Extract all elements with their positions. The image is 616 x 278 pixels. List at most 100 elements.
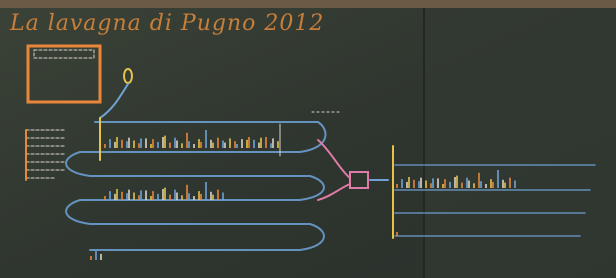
chalk-bar bbox=[492, 182, 494, 188]
chalk-bar bbox=[162, 137, 164, 148]
chalk-bar bbox=[109, 139, 111, 148]
chalk-bar bbox=[150, 144, 152, 148]
chalk-bar bbox=[186, 133, 188, 148]
chalk-bar bbox=[437, 178, 439, 188]
chalk-bar bbox=[509, 178, 511, 188]
chalk-bar bbox=[408, 177, 410, 188]
chalk-bar bbox=[193, 144, 195, 148]
chalk-bar bbox=[198, 139, 200, 148]
chalk-bar bbox=[210, 140, 212, 148]
chalk-bar bbox=[145, 190, 147, 200]
chalk-bar bbox=[205, 182, 207, 200]
chalk-bar bbox=[188, 193, 190, 200]
chalk-bar bbox=[497, 170, 499, 188]
chalk-bar bbox=[212, 195, 214, 200]
chalk-bar bbox=[121, 192, 123, 200]
chalk-bar bbox=[222, 141, 224, 149]
chalk-bar bbox=[128, 190, 130, 200]
chalk-bar bbox=[461, 183, 463, 188]
chalk-bar bbox=[236, 144, 238, 148]
chalk-bar bbox=[413, 180, 415, 188]
chalk-bar bbox=[114, 142, 116, 148]
chalk-bar bbox=[157, 194, 159, 200]
chalk-bar bbox=[200, 142, 202, 148]
chalk-bar bbox=[234, 141, 236, 148]
chalk-bar bbox=[241, 139, 243, 148]
chalk-bar bbox=[126, 193, 128, 200]
chalk-bar bbox=[157, 142, 159, 148]
chalk-bar bbox=[176, 141, 178, 149]
chalk-bar bbox=[188, 141, 190, 148]
chalk-bar bbox=[169, 195, 171, 200]
chalk-bar bbox=[193, 196, 195, 200]
chalk-bar bbox=[116, 137, 118, 148]
chalk-bar bbox=[258, 143, 260, 148]
chalk-bar bbox=[260, 138, 262, 148]
board-panel-right bbox=[424, 8, 616, 278]
chalk-bar bbox=[442, 184, 444, 188]
chalk-bar bbox=[140, 190, 142, 200]
chalk-bar bbox=[217, 138, 219, 148]
chalk-bar bbox=[396, 232, 398, 236]
chalk-bar bbox=[456, 176, 458, 188]
chalk-bar bbox=[265, 137, 267, 148]
chalk-bar bbox=[145, 138, 147, 148]
chalk-bar bbox=[176, 193, 178, 201]
chalk-bar bbox=[138, 195, 140, 200]
chalk-bar bbox=[480, 181, 482, 188]
chalk-bar bbox=[449, 182, 451, 188]
chalk-bar bbox=[133, 141, 135, 149]
chalk-bar bbox=[169, 143, 171, 148]
chalk-bar bbox=[277, 141, 279, 148]
chalk-bar bbox=[478, 173, 480, 188]
board-title: La lavagna di Pugno 2012 bbox=[9, 11, 324, 36]
board-frame bbox=[0, 0, 616, 8]
chalk-bar bbox=[502, 180, 504, 188]
chalk-bar bbox=[104, 196, 106, 200]
chalk-bar bbox=[174, 138, 176, 148]
chalk-bar bbox=[272, 138, 274, 148]
chalk-bar bbox=[270, 143, 272, 148]
chalk-bar bbox=[152, 191, 154, 200]
chalk-bar bbox=[200, 194, 202, 200]
chalk-bar bbox=[406, 182, 408, 188]
chalk-bar bbox=[212, 143, 214, 148]
chalk-bar bbox=[418, 181, 420, 188]
chalk-bar bbox=[473, 183, 475, 188]
chalk-bar bbox=[217, 190, 219, 200]
chalk-bar bbox=[128, 138, 130, 148]
chalkboard-photo: La lavagna di Pugno 2012 bbox=[0, 0, 616, 278]
chalk-bar bbox=[181, 195, 183, 200]
chalk-bar bbox=[253, 140, 255, 148]
chalk-bar bbox=[490, 179, 492, 188]
chalk-bar bbox=[485, 184, 487, 188]
chalk-bar bbox=[164, 188, 166, 200]
chalk-bar bbox=[138, 143, 140, 148]
chalk-bar bbox=[104, 144, 106, 148]
chalk-bar bbox=[90, 256, 92, 260]
chalk-bar bbox=[162, 189, 164, 200]
chalk-bar bbox=[222, 193, 224, 201]
chalk-bar bbox=[198, 191, 200, 200]
chalk-bar bbox=[210, 192, 212, 200]
chalk-bar bbox=[95, 251, 97, 260]
chalk-bar bbox=[248, 137, 250, 148]
chalk-bar bbox=[114, 194, 116, 200]
chalk-bar bbox=[444, 179, 446, 188]
chalk-bar bbox=[454, 177, 456, 188]
chalk-bar bbox=[425, 181, 427, 189]
chalk-bar bbox=[181, 143, 183, 148]
chalk-bar bbox=[116, 189, 118, 200]
chalk-bar bbox=[121, 140, 123, 148]
chalk-bar bbox=[152, 139, 154, 148]
chalk-bar bbox=[432, 178, 434, 188]
chalk-bar bbox=[246, 140, 248, 148]
chalk-bar bbox=[229, 138, 231, 148]
chalk-bar bbox=[504, 183, 506, 188]
chalk-bar bbox=[109, 191, 111, 200]
chalk-bar bbox=[150, 196, 152, 200]
chalk-bar bbox=[224, 143, 226, 148]
chalk-bar bbox=[205, 130, 207, 148]
chalk-bar bbox=[140, 138, 142, 148]
chalk-bar bbox=[468, 181, 470, 189]
